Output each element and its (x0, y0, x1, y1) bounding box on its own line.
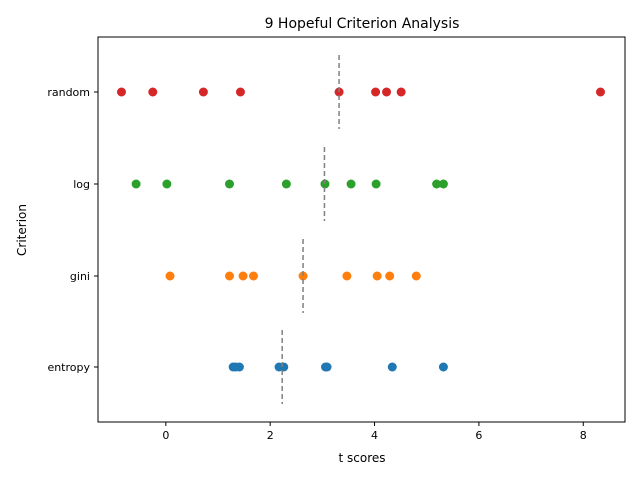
x-tick-label: 6 (475, 429, 482, 442)
data-point-random (382, 87, 392, 97)
y-tick-label: gini (70, 270, 90, 283)
x-tick-label: 8 (580, 429, 587, 442)
data-point-entropy (438, 362, 448, 372)
y-axis-ticks: random log gini entropy (47, 86, 98, 374)
data-point-entropy (234, 362, 244, 372)
data-point-gini (165, 271, 175, 281)
data-point-random (116, 87, 126, 97)
data-point-log (131, 179, 141, 189)
data-point-random (148, 87, 158, 97)
data-point-log (281, 179, 291, 189)
y-tick-label: entropy (47, 361, 90, 374)
data-point-log (224, 179, 234, 189)
data-point-log (346, 179, 356, 189)
data-point-log (438, 179, 448, 189)
y-tick-label: log (73, 178, 90, 191)
data-point-random (396, 87, 406, 97)
plot-marks (116, 55, 605, 404)
data-point-gini (224, 271, 234, 281)
y-axis-label: Criterion (15, 204, 29, 256)
x-axis-ticks: 0 2 4 6 8 (162, 422, 587, 442)
data-point-entropy (279, 362, 289, 372)
data-point-entropy (387, 362, 397, 372)
data-point-log (162, 179, 172, 189)
data-point-entropy (322, 362, 332, 372)
data-point-random (198, 87, 208, 97)
data-point-log (371, 179, 381, 189)
y-tick-label: random (47, 86, 90, 99)
data-point-gini (248, 271, 258, 281)
data-point-gini (238, 271, 248, 281)
data-point-log (432, 179, 442, 189)
data-point-gini (372, 271, 382, 281)
plot-frame (97, 36, 626, 423)
data-point-gini (411, 271, 421, 281)
data-point-random (595, 87, 605, 97)
x-tick-label: 4 (371, 429, 378, 442)
x-tick-label: 0 (162, 429, 169, 442)
data-point-random (235, 87, 245, 97)
x-tick-label: 2 (267, 429, 274, 442)
data-point-gini (385, 271, 395, 281)
x-axis-label: t scores (338, 451, 385, 465)
data-point-gini (342, 271, 352, 281)
data-point-random (371, 87, 381, 97)
chart-title: 9 Hopeful Criterion Analysis (265, 16, 460, 32)
